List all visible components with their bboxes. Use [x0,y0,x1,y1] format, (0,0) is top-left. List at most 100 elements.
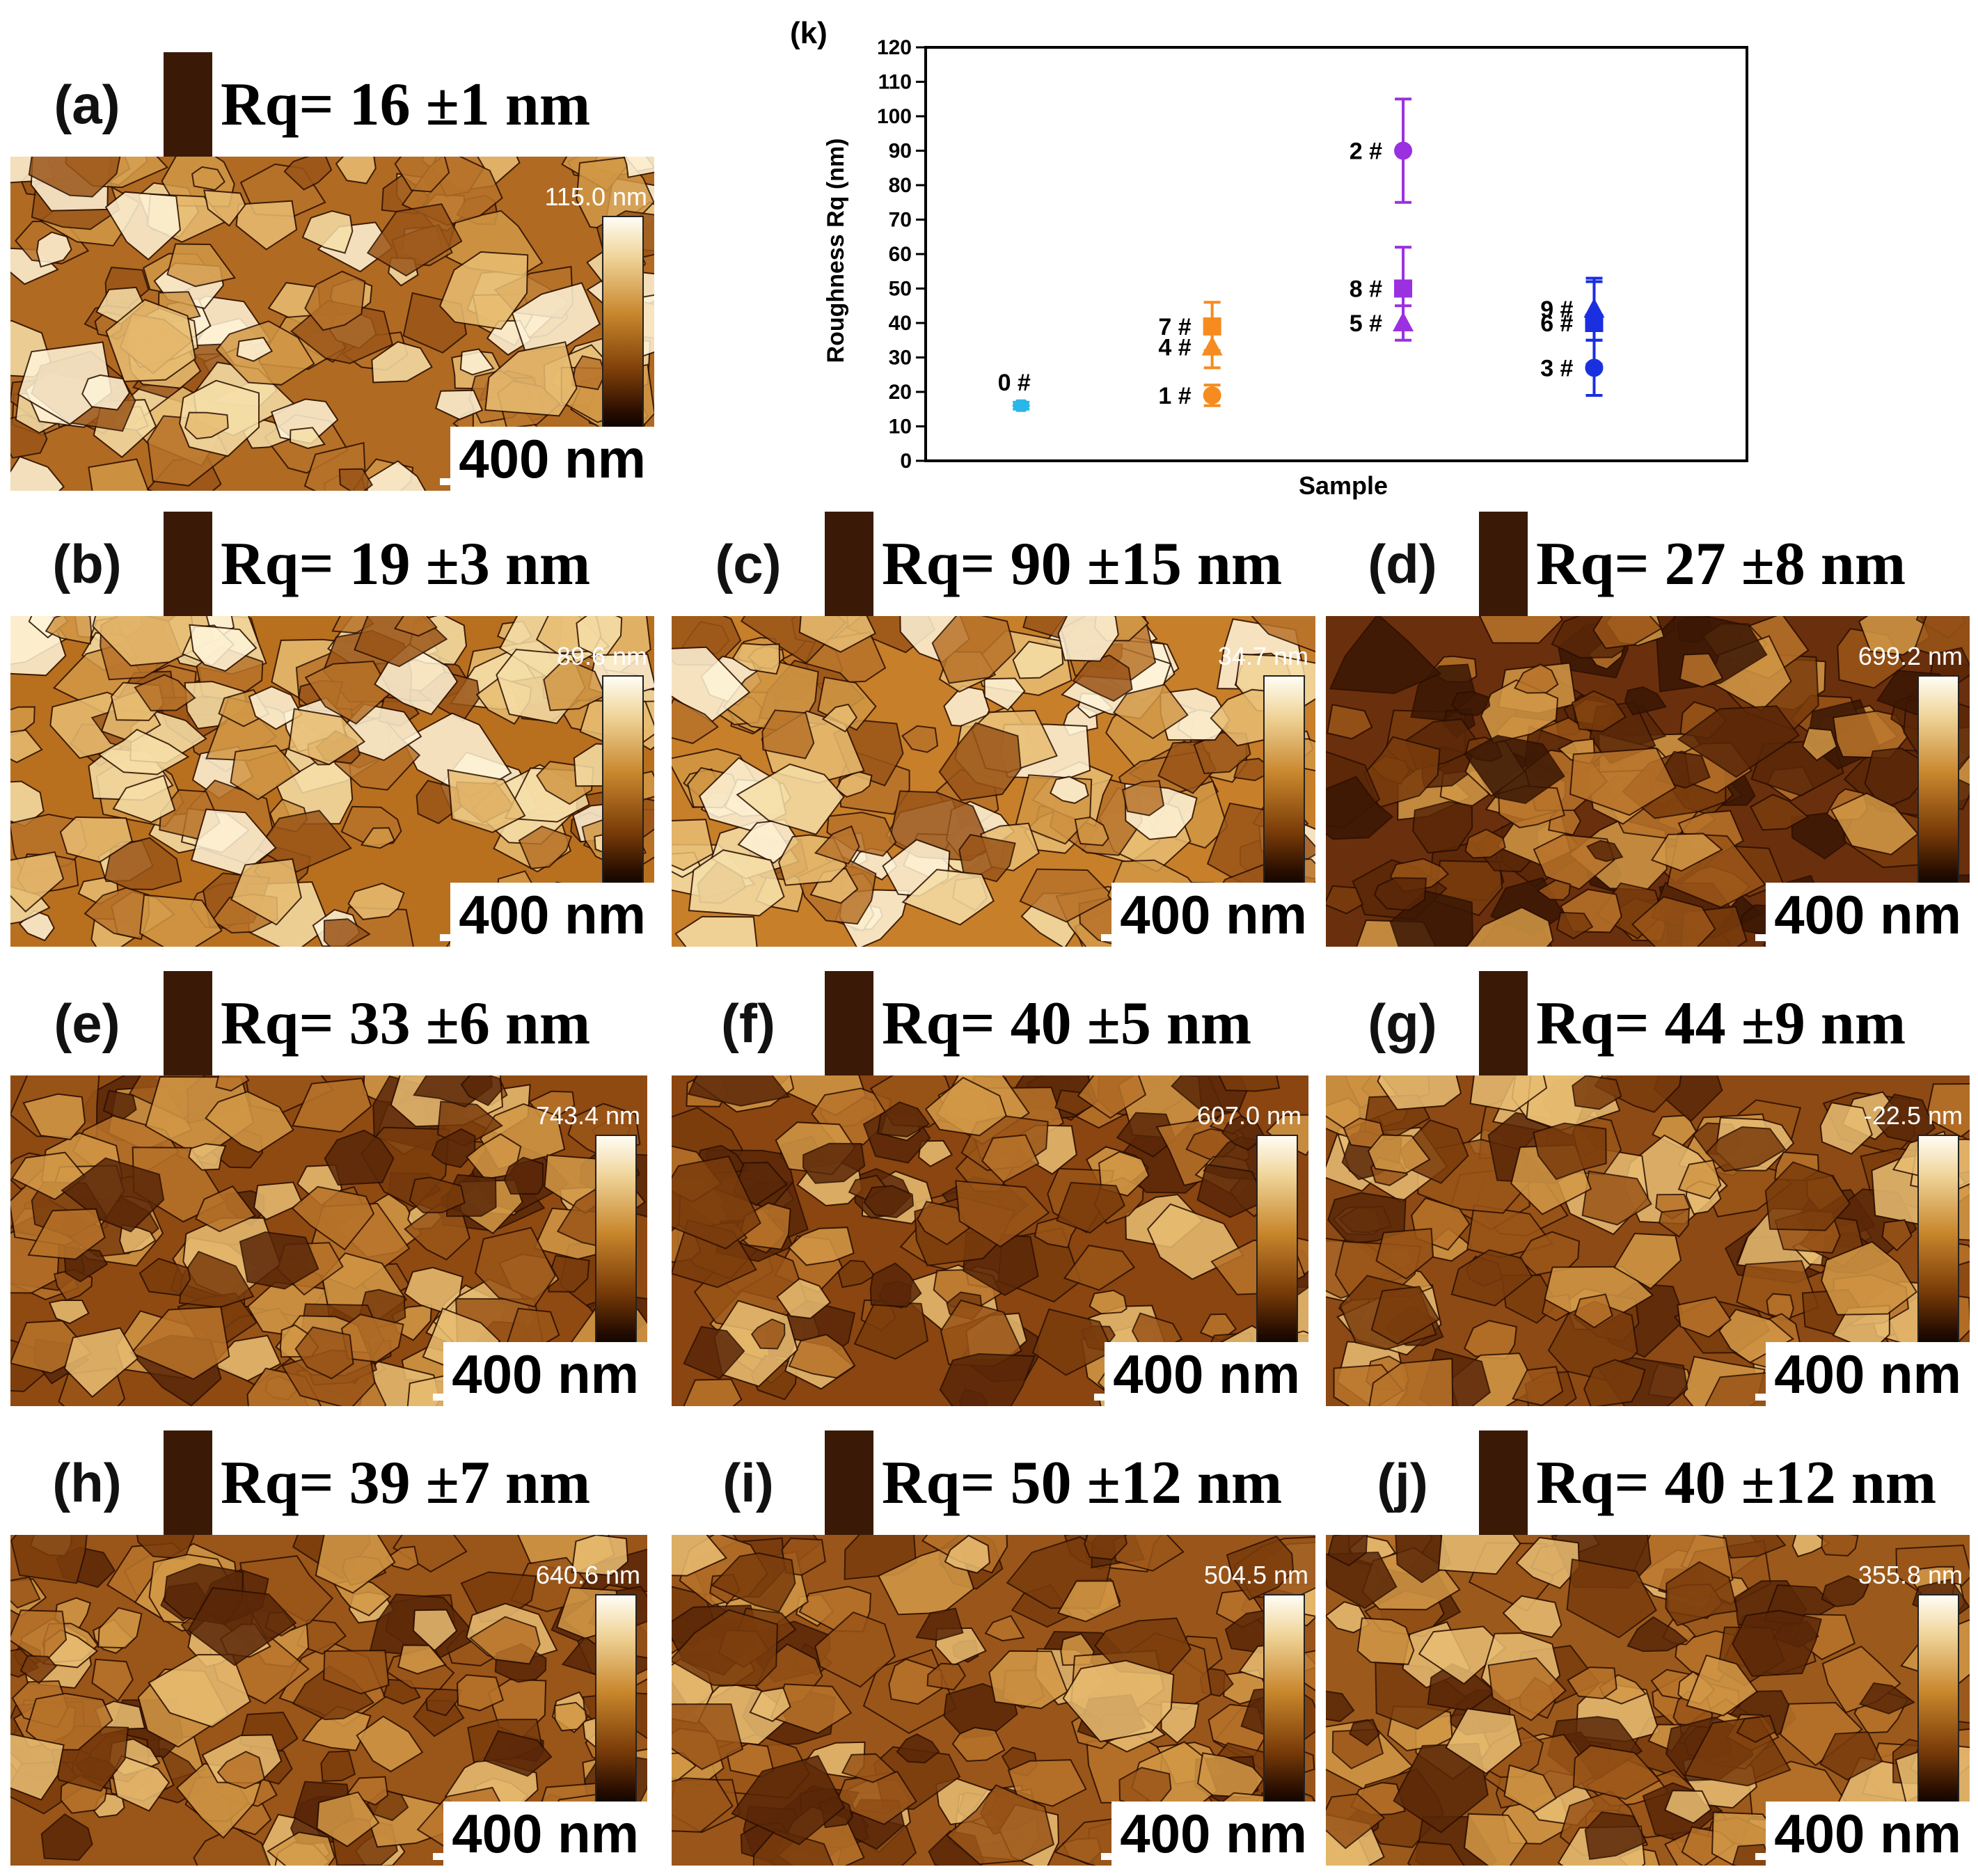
data-label: 2 # [1350,139,1382,165]
rq-value: Rq= 16 ±1 nm [212,52,654,157]
panel-label: (d) [1326,512,1479,616]
panel-label: (c) [672,512,825,616]
y-tick-label: 100 [877,105,912,128]
color-scale-max: 115.0 nm [544,182,647,211]
rq-value: Rq= 19 ±3 nm [212,512,654,616]
color-scale-max: 743.4 nm [535,1101,640,1130]
panel-label: (h) [10,1430,164,1535]
color-scale-max: -22.5 nm [1863,1101,1963,1130]
image-notch [164,52,212,157]
color-scale-bar [602,675,644,894]
data-point [1394,141,1413,160]
panel-label: (i) [672,1430,825,1535]
y-tick-label: 120 [877,36,912,59]
y-tick-label: 70 [889,209,912,232]
color-scale-bar [1263,1594,1305,1813]
color-scale-max: 34.7 nm [1217,642,1308,670]
rq-value: Rq= 39 ±7 nm [212,1430,647,1535]
panel-label: (f) [672,971,825,1075]
data-point [1583,298,1605,318]
data-label: 0 # [998,370,1031,396]
data-point [1012,399,1031,412]
rq-value: Rq= 40 ±5 nm [873,971,1308,1075]
panel-label: (e) [10,971,164,1075]
scale-bar [440,478,642,485]
data-point [1203,317,1221,336]
image-notch [825,1430,873,1535]
panel-label: (a) [10,52,164,157]
data-label: 6 # [1540,310,1573,337]
scale-bar [1094,1394,1296,1401]
y-tick-label: 90 [889,140,912,163]
x-axis-label: Sample [1299,471,1388,500]
data-label: 9 # [1540,297,1573,323]
afm-image [1326,616,1970,947]
data-point [1203,386,1221,404]
scale-bar [1755,934,1957,941]
y-tick-label: 10 [889,416,912,439]
image-notch [164,1430,212,1535]
data-label: 5 # [1350,310,1382,337]
scale-bar [1755,1394,1957,1401]
y-tick-label: 40 [889,312,912,335]
data-label: 4 # [1158,335,1191,361]
rq-value: Rq= 33 ±6 nm [212,971,647,1075]
panel-label: (b) [10,512,164,616]
chart-panel-label: (k) [790,16,828,50]
color-scale-max: 89.6 nm [556,642,647,670]
scale-bar [433,1853,635,1860]
image-notch [1479,1430,1528,1535]
image-notch [164,512,212,616]
color-scale-max: 607.0 nm [1196,1101,1301,1130]
y-tick-label: 80 [889,174,912,197]
image-notch [1479,512,1528,616]
rq-value: Rq= 27 ±8 nm [1528,512,1970,616]
data-label: 3 # [1540,355,1573,381]
image-notch [164,971,212,1075]
rq-value: Rq= 44 ±9 nm [1528,971,1970,1075]
data-point [1394,279,1413,298]
roughness-chart: (k) 0 10 20 30 40 50 60 70 80 90 100 110 120 0 # 1 # 4… [790,16,1748,500]
afm-image [672,616,1315,947]
color-scale-bar [1917,1135,1959,1353]
data-label: 8 # [1350,276,1382,303]
color-scale-bar [1256,1135,1298,1353]
image-notch [1479,971,1528,1075]
panel-label: (j) [1326,1430,1479,1535]
y-tick-label: 30 [889,347,912,370]
rq-value: Rq= 40 ±12 nm [1528,1430,1970,1535]
rq-value: Rq= 50 ±12 nm [873,1430,1315,1535]
scale-bar [1101,934,1303,941]
y-tick-label: 20 [889,381,912,404]
y-tick-label: 110 [878,71,912,94]
image-notch [825,971,873,1075]
y-axis-label: Roughness Rq (nm) [823,139,849,363]
color-scale-max: 640.6 nm [535,1561,640,1589]
image-notch [825,512,873,616]
data-label: 7 # [1158,314,1191,340]
rq-value: Rq= 90 ±15 nm [873,512,1315,616]
data-label: 1 # [1158,383,1191,409]
color-scale-bar [602,216,644,434]
color-scale-max: 355.8 nm [1858,1561,1963,1589]
color-scale-max: 504.5 nm [1203,1561,1308,1589]
panel-label: (g) [1326,971,1479,1075]
color-scale-max: 699.2 nm [1858,642,1963,670]
color-scale-bar [1917,675,1959,894]
scale-bar [440,934,642,941]
y-tick-label: 50 [889,278,912,301]
plot-frame [924,46,1748,462]
color-scale-bar [595,1135,637,1353]
color-scale-bar [1917,1594,1959,1813]
y-tick-label: 0 [900,450,912,473]
